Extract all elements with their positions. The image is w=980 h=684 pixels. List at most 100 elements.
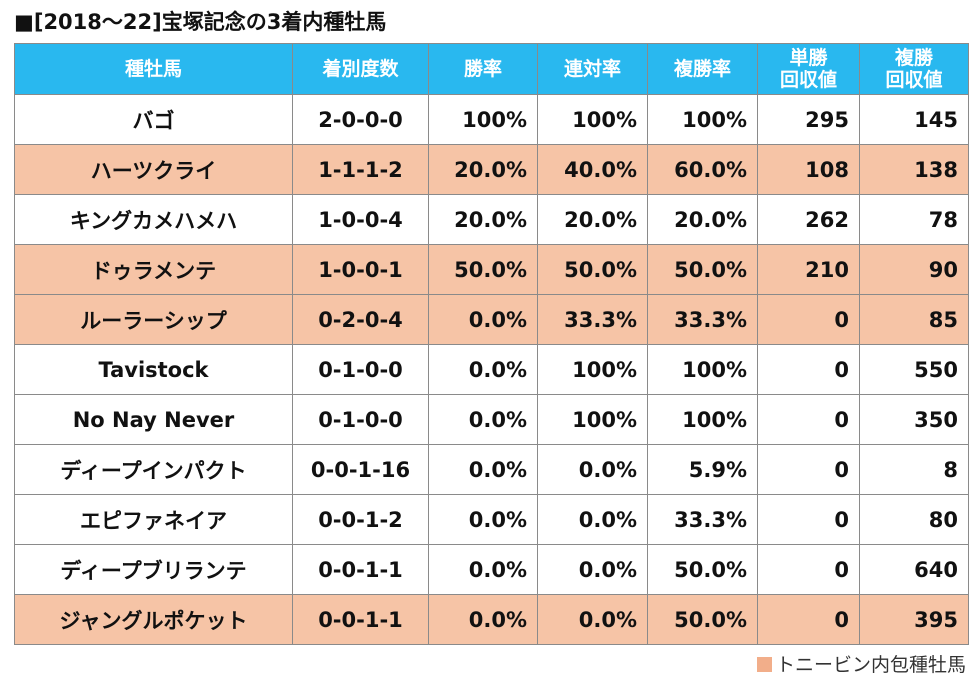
table-row: ジャングルポケット 0-0-1-1 0.0% 0.0% 50.0% 0 395 (14, 594, 969, 645)
table-row: エピファネイア 0-0-1-2 0.0% 0.0% 33.3% 0 80 (14, 494, 969, 545)
cell-record: 1-0-0-1 (292, 244, 429, 295)
table-row: キングカメハメハ 1-0-0-4 20.0% 20.0% 20.0% 262 78 (14, 194, 969, 245)
cell-top3-rate: 33.3% (647, 494, 758, 545)
cell-record: 0-1-0-0 (292, 394, 429, 445)
cell-sire: ディープインパクト (14, 444, 293, 495)
cell-top2-rate: 0.0% (537, 544, 648, 595)
header-win-roi: 単勝 回収値 (757, 43, 860, 95)
cell-win-roi: 108 (757, 144, 860, 195)
cell-top3-rate: 60.0% (647, 144, 758, 195)
cell-win-rate: 0.0% (428, 494, 538, 545)
cell-win-rate: 0.0% (428, 544, 538, 595)
cell-top3-rate: 33.3% (647, 294, 758, 345)
cell-record: 0-2-0-4 (292, 294, 429, 345)
header-place-roi: 複勝 回収値 (859, 43, 969, 95)
cell-record: 0-0-1-1 (292, 544, 429, 595)
cell-top2-rate: 50.0% (537, 244, 648, 295)
cell-place-roi: 90 (859, 244, 969, 295)
cell-top2-rate: 0.0% (537, 594, 648, 645)
cell-top3-rate: 100% (647, 94, 758, 145)
header-record: 着別度数 (292, 43, 429, 95)
legend-swatch (756, 657, 772, 672)
cell-win-rate: 100% (428, 94, 538, 145)
header-win-rate: 勝率 (428, 43, 538, 95)
cell-win-roi: 0 (757, 544, 860, 595)
cell-top2-rate: 40.0% (537, 144, 648, 195)
cell-win-rate: 20.0% (428, 194, 538, 245)
cell-win-roi: 262 (757, 194, 860, 245)
sire-stats-table: 種牡馬 着別度数 勝率 連対率 複勝率 単勝 回収値 複勝 回収値 バゴ 2-0-0-0 100… (14, 43, 969, 645)
table-row: バゴ 2-0-0-0 100% 100% 100% 295 145 (14, 94, 969, 145)
cell-win-rate: 0.0% (428, 394, 538, 445)
cell-win-rate: 20.0% (428, 144, 538, 195)
cell-win-roi: 0 (757, 294, 860, 345)
cell-place-roi: 640 (859, 544, 969, 595)
header-sire: 種牡馬 (14, 43, 293, 95)
cell-win-roi: 295 (757, 94, 860, 145)
table-header-row: 種牡馬 着別度数 勝率 連対率 複勝率 単勝 回収値 複勝 回収値 (14, 43, 969, 95)
cell-sire: ルーラーシップ (14, 294, 293, 345)
header-top3-rate: 複勝率 (647, 43, 758, 95)
cell-win-rate: 0.0% (428, 344, 538, 395)
cell-top2-rate: 20.0% (537, 194, 648, 245)
cell-place-roi: 350 (859, 394, 969, 445)
cell-record: 0-0-1-1 (292, 594, 429, 645)
cell-sire: No Nay Never (14, 394, 293, 445)
cell-record: 2-0-0-0 (292, 94, 429, 145)
cell-win-roi: 0 (757, 344, 860, 395)
table-row: ルーラーシップ 0-2-0-4 0.0% 33.3% 33.3% 0 85 (14, 294, 969, 345)
cell-sire: ドゥラメンテ (14, 244, 293, 295)
cell-record: 0-0-1-16 (292, 444, 429, 495)
cell-place-roi: 85 (859, 294, 969, 345)
cell-place-roi: 8 (859, 444, 969, 495)
cell-win-roi: 0 (757, 444, 860, 495)
cell-sire: Tavistock (14, 344, 293, 395)
cell-win-roi: 0 (757, 594, 860, 645)
cell-place-roi: 78 (859, 194, 969, 245)
cell-place-roi: 395 (859, 594, 969, 645)
cell-record: 1-0-0-4 (292, 194, 429, 245)
table-row: ディープインパクト 0-0-1-16 0.0% 0.0% 5.9% 0 8 (14, 444, 969, 495)
cell-top2-rate: 0.0% (537, 444, 648, 495)
cell-record: 0-0-1-2 (292, 494, 429, 545)
cell-sire: ディープブリランテ (14, 544, 293, 595)
legend: トニービン内包種牡馬 (756, 652, 966, 678)
cell-sire: キングカメハメハ (14, 194, 293, 245)
table-row: ドゥラメンテ 1-0-0-1 50.0% 50.0% 50.0% 210 90 (14, 244, 969, 295)
table-row: ディープブリランテ 0-0-1-1 0.0% 0.0% 50.0% 0 640 (14, 544, 969, 595)
header-top2-rate: 連対率 (537, 43, 648, 95)
cell-win-rate: 0.0% (428, 594, 538, 645)
cell-place-roi: 138 (859, 144, 969, 195)
cell-top2-rate: 33.3% (537, 294, 648, 345)
cell-top3-rate: 50.0% (647, 594, 758, 645)
cell-sire: ジャングルポケット (14, 594, 293, 645)
cell-record: 1-1-1-2 (292, 144, 429, 195)
page-title: ■[2018～22]宝塚記念の3着内種牡馬 (14, 10, 387, 34)
cell-top3-rate: 20.0% (647, 194, 758, 245)
cell-place-roi: 80 (859, 494, 969, 545)
cell-top2-rate: 100% (537, 394, 648, 445)
cell-win-roi: 0 (757, 394, 860, 445)
table-row: No Nay Never 0-1-0-0 0.0% 100% 100% 0 350 (14, 394, 969, 445)
cell-sire: ハーツクライ (14, 144, 293, 195)
cell-record: 0-1-0-0 (292, 344, 429, 395)
cell-win-rate: 0.0% (428, 294, 538, 345)
cell-top3-rate: 100% (647, 394, 758, 445)
cell-top2-rate: 100% (537, 344, 648, 395)
table-row: ハーツクライ 1-1-1-2 20.0% 40.0% 60.0% 108 138 (14, 144, 969, 195)
cell-top2-rate: 100% (537, 94, 648, 145)
cell-top3-rate: 50.0% (647, 544, 758, 595)
table-row: Tavistock 0-1-0-0 0.0% 100% 100% 0 550 (14, 344, 969, 395)
cell-top2-rate: 0.0% (537, 494, 648, 545)
table-body: バゴ 2-0-0-0 100% 100% 100% 295 145 ハーツクライ 1-1-1-2… (14, 94, 969, 645)
cell-win-rate: 50.0% (428, 244, 538, 295)
legend-label: トニービン内包種牡馬 (775, 654, 966, 676)
cell-win-roi: 210 (757, 244, 860, 295)
cell-sire: バゴ (14, 94, 293, 145)
cell-top3-rate: 100% (647, 344, 758, 395)
cell-win-rate: 0.0% (428, 444, 538, 495)
cell-place-roi: 145 (859, 94, 969, 145)
cell-sire: エピファネイア (14, 494, 293, 545)
cell-top3-rate: 50.0% (647, 244, 758, 295)
cell-win-roi: 0 (757, 494, 860, 545)
